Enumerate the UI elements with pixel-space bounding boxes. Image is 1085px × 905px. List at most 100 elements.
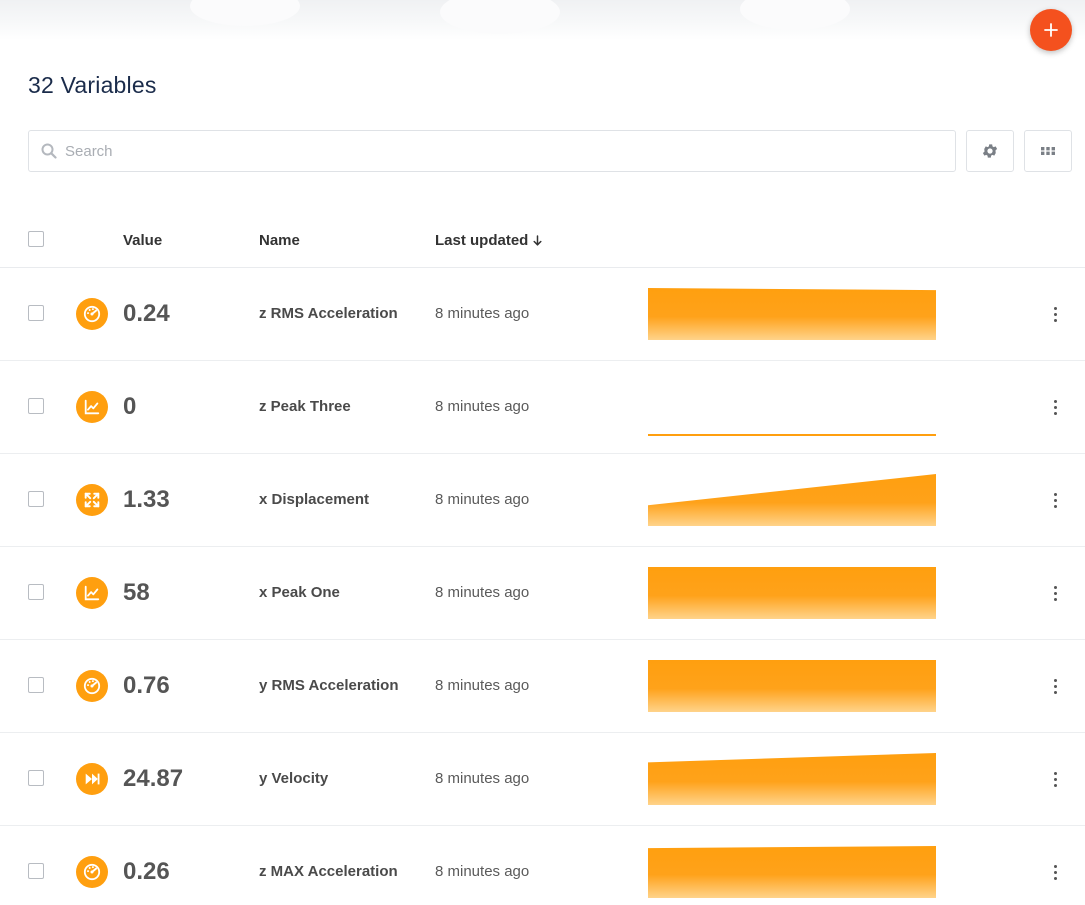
sparkline-area [648, 753, 936, 805]
variable-name[interactable]: z MAX Acceleration [259, 863, 398, 880]
table-row[interactable]: 0.26 z MAX Acceleration 8 minutes ago [0, 826, 1085, 905]
more-dot [1053, 876, 1057, 880]
last-updated-text: 8 minutes ago [435, 584, 530, 601]
table-row[interactable]: 0.76 y RMS Acceleration 8 minutes ago [0, 640, 1085, 733]
row-menu-button[interactable] [1044, 581, 1066, 605]
select-all-checkbox[interactable] [28, 231, 44, 247]
more-dot [1053, 306, 1057, 310]
sparkline-chart [648, 288, 936, 340]
more-dot [1053, 678, 1057, 682]
sparkline-area [648, 567, 936, 619]
grid-icon [1041, 147, 1055, 155]
more-dot [1053, 318, 1057, 322]
add-variable-button[interactable] [1030, 9, 1072, 51]
last-updated-text: 8 minutes ago [435, 491, 530, 508]
variable-value: 0 [123, 393, 137, 420]
gauge-icon [76, 670, 108, 702]
variable-name[interactable]: y RMS Acceleration [259, 677, 399, 694]
row-menu-button[interactable] [1044, 395, 1066, 419]
line-chart-icon [76, 577, 108, 609]
table-row[interactable]: 0 z Peak Three 8 minutes ago [0, 361, 1085, 454]
sparkline-area [648, 660, 936, 712]
more-dot [1053, 870, 1057, 874]
gauge-icon [76, 298, 108, 330]
settings-button[interactable] [966, 130, 1014, 172]
search-box[interactable] [28, 130, 956, 172]
column-header-last-updated-label: Last updated [435, 232, 529, 249]
sparkline-chart [648, 846, 936, 898]
column-header-value[interactable]: Value [123, 232, 163, 249]
fast-forward-icon [76, 763, 108, 795]
row-checkbox[interactable] [28, 398, 44, 414]
sparkline-area [648, 846, 936, 898]
more-dot [1053, 492, 1057, 496]
expand-icon [76, 484, 108, 516]
gear-icon [982, 144, 998, 158]
last-updated-text: 8 minutes ago [435, 677, 530, 694]
row-checkbox[interactable] [28, 491, 44, 507]
column-header-last-updated[interactable]: Last updated [435, 232, 542, 249]
more-dot [1053, 591, 1057, 595]
search-icon [41, 143, 57, 159]
table-row[interactable]: 1.33 x Displacement 8 minutes ago [0, 454, 1085, 547]
more-dot [1053, 585, 1057, 589]
sparkline-area [648, 288, 936, 340]
more-dot [1053, 405, 1057, 409]
more-dot [1053, 690, 1057, 694]
variable-name[interactable]: x Displacement [259, 491, 370, 508]
row-menu-button[interactable] [1044, 488, 1066, 512]
variable-value: 24.87 [123, 765, 184, 792]
row-menu-button[interactable] [1044, 674, 1066, 698]
table-row[interactable]: 58 x Peak One 8 minutes ago [0, 547, 1085, 640]
column-header-name[interactable]: Name [259, 232, 300, 249]
more-dot [1053, 498, 1057, 502]
more-dot [1053, 777, 1057, 781]
last-updated-text: 8 minutes ago [435, 770, 530, 787]
sparkline-chart [648, 474, 936, 526]
row-menu-button[interactable] [1044, 302, 1066, 326]
table-row[interactable]: 0.24 z RMS Acceleration 8 minutes ago [0, 268, 1085, 361]
page-title: 32 Variables [28, 72, 157, 98]
search-input[interactable] [65, 142, 945, 160]
line-chart-icon [76, 391, 108, 423]
more-dot [1053, 312, 1057, 316]
sparkline-chart [648, 753, 936, 805]
variable-value: 1.33 [123, 486, 170, 513]
more-dot [1053, 771, 1057, 775]
table-header: Value Name Last updated [0, 210, 1085, 268]
row-checkbox[interactable] [28, 863, 44, 879]
variable-value: 0.26 [123, 858, 170, 885]
sparkline-chart [648, 660, 936, 712]
view-toggle-button[interactable] [1024, 130, 1072, 172]
more-dot [1053, 597, 1057, 601]
more-dot [1053, 504, 1057, 508]
last-updated-text: 8 minutes ago [435, 863, 530, 880]
row-menu-button[interactable] [1044, 860, 1066, 884]
more-dot [1053, 783, 1057, 787]
row-checkbox[interactable] [28, 305, 44, 321]
sparkline-chart [648, 567, 936, 619]
row-menu-button[interactable] [1044, 767, 1066, 791]
variable-name[interactable]: z Peak Three [259, 398, 351, 415]
gauge-icon [76, 856, 108, 888]
plus-icon [1044, 23, 1058, 37]
last-updated-text: 8 minutes ago [435, 305, 530, 322]
sort-arrow-down-icon [533, 235, 542, 246]
variable-value: 0.24 [123, 300, 170, 327]
more-dot [1053, 864, 1057, 868]
variable-name[interactable]: z RMS Acceleration [259, 305, 398, 322]
more-dot [1053, 684, 1057, 688]
sparkline-area [648, 474, 936, 526]
variable-value: 0.76 [123, 672, 170, 699]
banner-decoration [740, 0, 850, 30]
row-checkbox[interactable] [28, 677, 44, 693]
variable-name[interactable]: y Velocity [259, 770, 329, 787]
row-checkbox[interactable] [28, 770, 44, 786]
more-dot [1053, 399, 1057, 403]
variable-name[interactable]: x Peak One [259, 584, 340, 601]
sparkline-chart [648, 434, 936, 436]
top-banner [0, 0, 1085, 40]
row-checkbox[interactable] [28, 584, 44, 600]
table-row[interactable]: 24.87 y Velocity 8 minutes ago [0, 733, 1085, 826]
last-updated-text: 8 minutes ago [435, 398, 530, 415]
